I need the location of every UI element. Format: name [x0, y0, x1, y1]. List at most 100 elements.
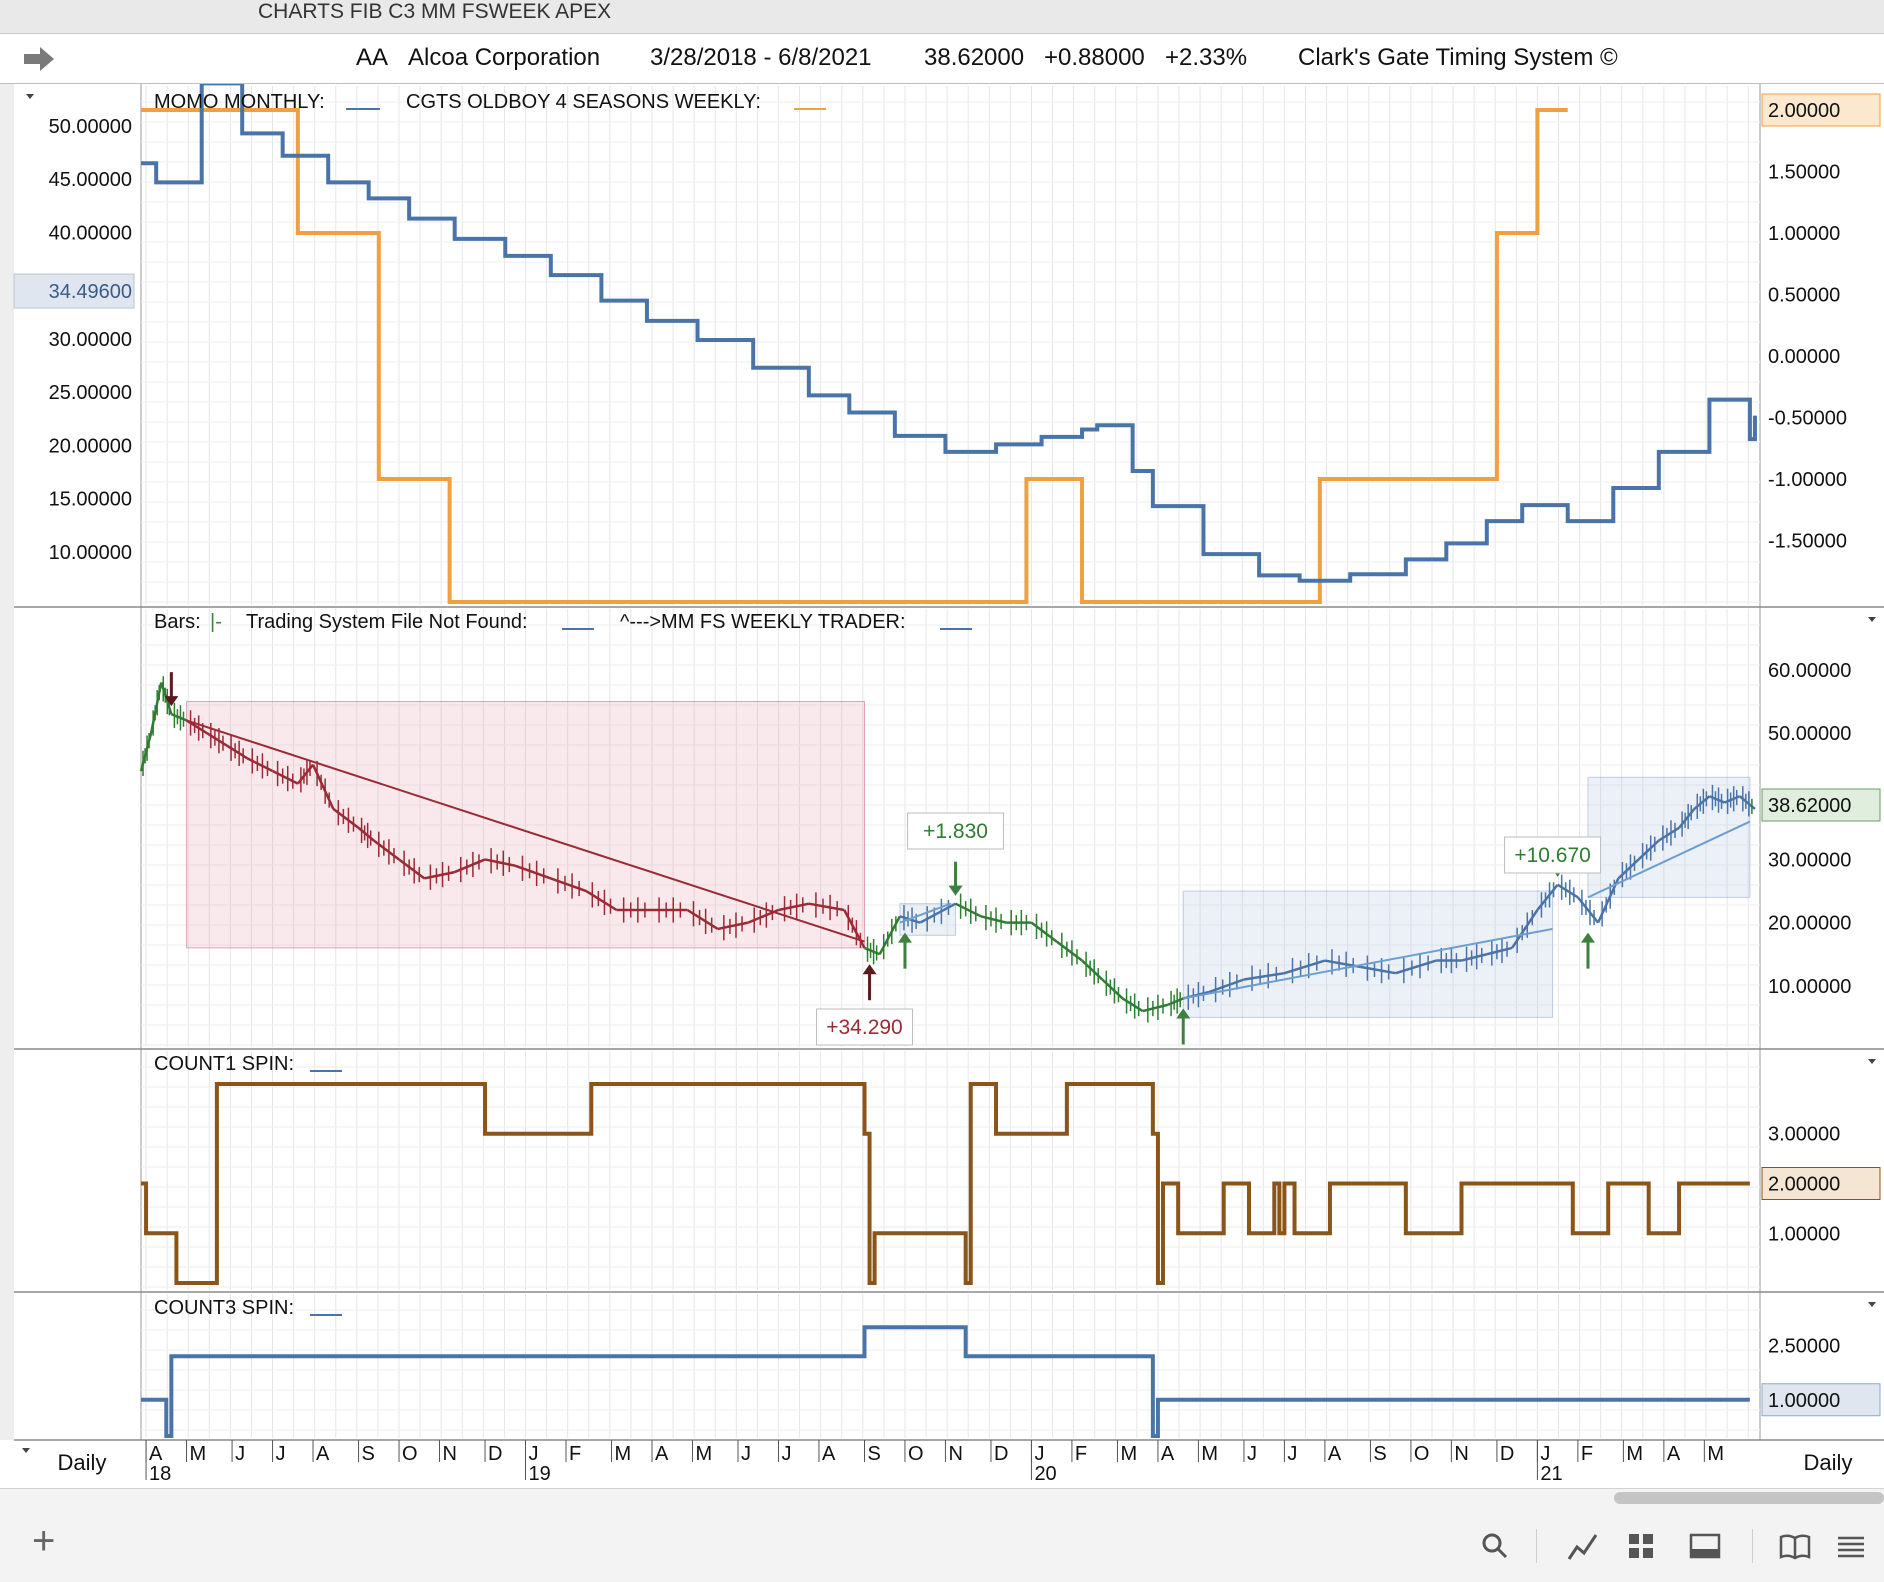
horizontal-scrollbar[interactable] [1614, 1492, 1884, 1504]
series-momo-monthly-line[interactable] [141, 84, 1757, 583]
trade-trend-line[interactable] [1183, 927, 1553, 1000]
x-axis-year-label: 21 [1540, 1463, 1562, 1485]
panel-menu-arrow-icon[interactable] [1868, 1059, 1876, 1064]
price-bar-segment[interactable] [398, 858, 426, 880]
arrow-right-icon[interactable] [20, 42, 60, 76]
trade-region-box[interactable] [1587, 776, 1751, 898]
x-axis-month-label: M [615, 1443, 632, 1465]
right-axis-tick-label: 10.00000 [1768, 976, 1851, 998]
series-count1-spin-line[interactable] [141, 1081, 1750, 1286]
x-axis-month-label: O [1414, 1443, 1430, 1465]
trade-trend-line[interactable] [186, 719, 865, 943]
price-bar-segment[interactable] [585, 889, 618, 912]
price-bar-segment[interactable] [1055, 940, 1083, 962]
book-icon[interactable] [1778, 1529, 1812, 1563]
price-bar-segment[interactable] [1208, 978, 1245, 994]
x-axis-month-label: J [235, 1443, 245, 1465]
right-axis-tick-label: 1.00000 [1768, 223, 1840, 245]
x-axis-month-label: J [1034, 1443, 1044, 1465]
bottom-toolbar: + [0, 1488, 1884, 1582]
left-gutter [0, 84, 14, 1440]
price-bar-segment[interactable] [1030, 921, 1058, 943]
price-bar-segment[interactable] [1243, 971, 1285, 981]
x-axis-month-label: J [1287, 1443, 1297, 1465]
price-bar-segment[interactable] [686, 908, 719, 931]
right-axis-marker-label: 38.62000 [1768, 795, 1851, 817]
price-bar-segment[interactable] [980, 915, 1007, 924]
left-axis-menu-arrow-icon[interactable] [26, 94, 34, 99]
search-icon[interactable] [1478, 1529, 1512, 1563]
x-axis-month-label: J [1540, 1443, 1550, 1465]
legend-cgts-oldboy: CGTS OLDBOY 4 SEASONS WEEKLY: [406, 91, 761, 113]
trade-trend-line[interactable] [899, 902, 951, 924]
x-axis-year-label: 18 [149, 1463, 171, 1485]
right-axis-tick-label: -1.50000 [1768, 531, 1847, 553]
price-bar-segment[interactable] [332, 807, 360, 829]
price-bar-segment[interactable] [1511, 909, 1539, 949]
series-count3-spin-line[interactable] [141, 1325, 1750, 1438]
x-axis-month-label: J [276, 1443, 286, 1465]
period-left-label: Daily [58, 1450, 107, 1475]
legend-count1-spin: COUNT1 SPIN: [154, 1053, 294, 1075]
price-bar-segment[interactable] [484, 858, 516, 867]
price-bar-segment[interactable] [808, 902, 845, 912]
price-bar-segment[interactable] [514, 864, 552, 880]
x-axis-month-label: M [695, 1443, 712, 1465]
price-bar-segment[interactable] [454, 858, 486, 874]
price-bar-segment[interactable] [1395, 959, 1437, 975]
price-bar-segment[interactable] [246, 757, 274, 773]
chart-area[interactable]: 50.00000 45.00000 40.00000 30.00000 25.00000… [0, 84, 1884, 1488]
x-axis-month-label: F [569, 1443, 581, 1465]
panel-menu-arrow-icon[interactable] [1868, 1302, 1876, 1307]
price-bar-segment[interactable] [424, 870, 455, 880]
price-bar-segment[interactable] [1461, 953, 1488, 962]
price-bar-segment[interactable] [550, 877, 587, 893]
x-axis-month-label: O [908, 1443, 924, 1465]
trade-result-label: +1.830 [923, 820, 988, 843]
price-bar-segment[interactable] [1486, 946, 1513, 956]
trade-trend-line[interactable] [1587, 820, 1751, 899]
menu-icon[interactable] [1834, 1529, 1868, 1563]
panel-icon[interactable] [1688, 1529, 1722, 1563]
period-menu-arrow-icon[interactable] [22, 1448, 30, 1453]
price-bar-segment[interactable] [919, 902, 957, 924]
trade-region-box[interactable] [186, 701, 865, 949]
buy-signal-arrow-head [897, 932, 912, 943]
price-bar-segment[interactable] [372, 839, 400, 861]
grid-icon[interactable] [1624, 1529, 1658, 1563]
price-bar-segment[interactable] [1360, 965, 1396, 975]
panel-menu-arrow-icon[interactable] [1868, 617, 1876, 622]
x-axis-month-label: M [1201, 1443, 1218, 1465]
price-change: +0.88000 [1044, 44, 1145, 71]
price-bar-segment[interactable] [778, 902, 810, 912]
right-axis-marker-label-bg [1761, 1383, 1881, 1417]
right-axis-marker-label: 2.00000 [1768, 100, 1840, 122]
left-axis-tick-label: 40.00000 [49, 222, 132, 244]
right-axis-tick-label: 2.50000 [1768, 1335, 1840, 1357]
x-axis-month-label: A [655, 1443, 669, 1465]
sell-signal-arrow-head [948, 885, 963, 896]
right-axis-marker-label-bg [1761, 1167, 1881, 1200]
last-price: 38.62000 [924, 44, 1025, 71]
x-axis-month-label: N [948, 1443, 962, 1465]
x-axis-month-label: O [402, 1443, 418, 1465]
x-axis-month-label: A [1328, 1443, 1342, 1465]
system-name: Clark's Gate Timing System © [1298, 44, 1618, 71]
legend-bars: Bars: [154, 611, 201, 633]
add-icon[interactable]: + [32, 1519, 56, 1563]
price-bar-segment[interactable] [717, 921, 749, 931]
x-axis-month-label: S [362, 1443, 375, 1465]
x-axis-month-label: D [994, 1443, 1008, 1465]
right-axis-tick-label: 0.00000 [1768, 346, 1840, 368]
right-axis-tick-label: 1.00000 [1768, 1223, 1840, 1245]
price-bar-segment[interactable] [271, 769, 299, 785]
price-bar-segment[interactable] [1142, 1003, 1169, 1013]
price-bar-segment[interactable] [955, 902, 982, 918]
right-axis-marker-label: 1.00000 [1768, 1390, 1840, 1412]
line-chart-icon[interactable] [1566, 1529, 1600, 1563]
window-titlebar: CHARTS FIB C3 MM FSWEEK APEX [0, 0, 1884, 34]
price-bar-segment[interactable] [1284, 959, 1326, 975]
series-cgts-oldboy-line[interactable] [141, 108, 1568, 604]
left-axis-tick-label: 45.00000 [49, 169, 132, 191]
right-axis-marker-label-bg [1761, 93, 1881, 127]
